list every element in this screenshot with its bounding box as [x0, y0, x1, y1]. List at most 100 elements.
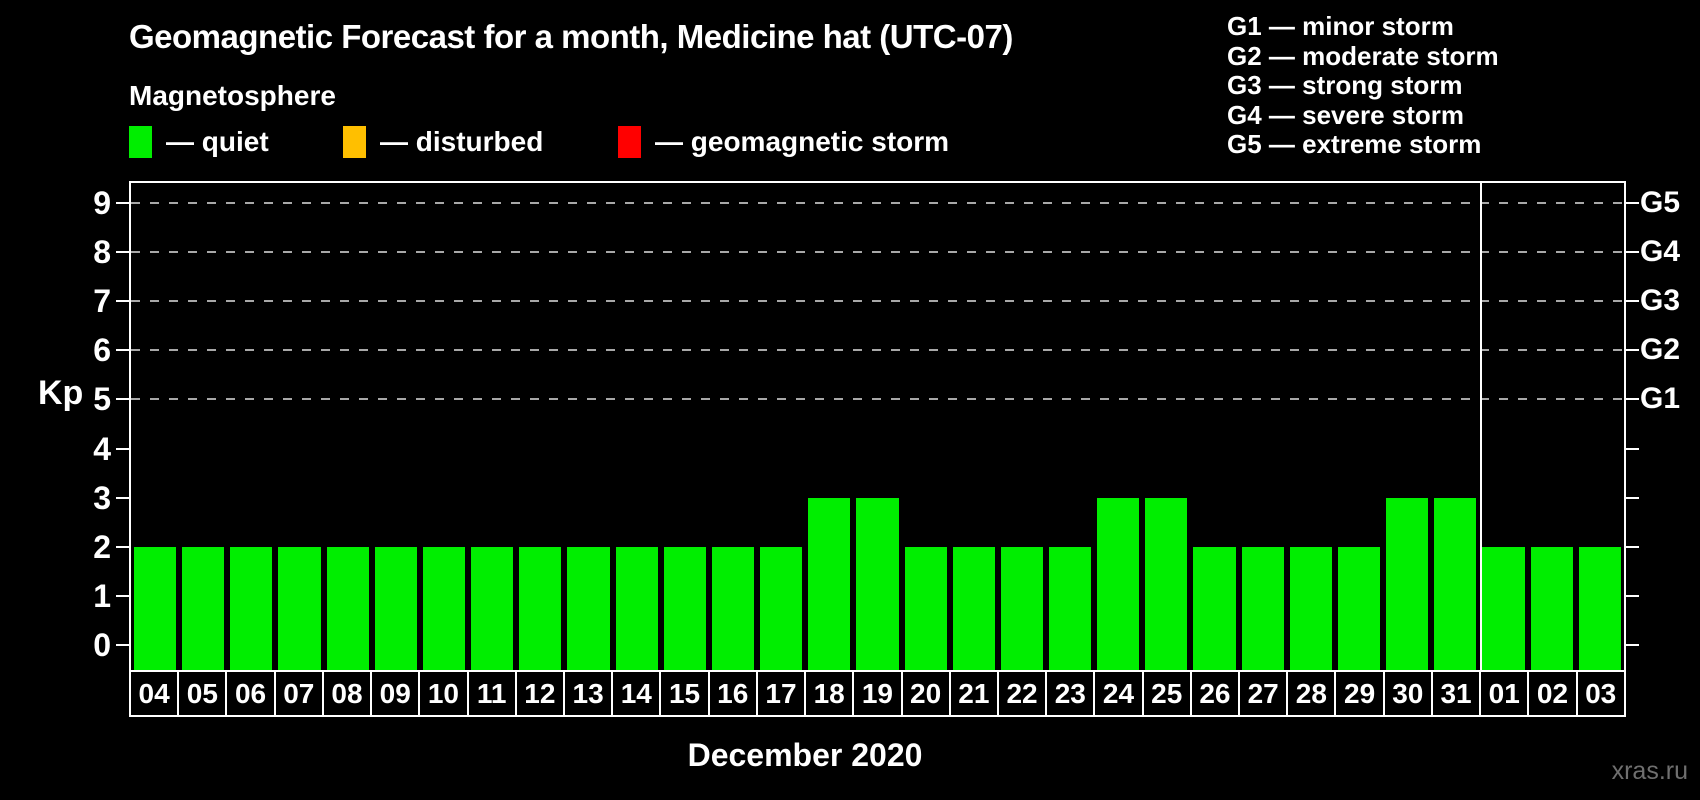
bar-slot-27	[1239, 183, 1287, 670]
kp-bar-day-05	[182, 547, 225, 670]
kp-bar-day-04	[134, 547, 177, 670]
day-label: 05	[177, 670, 228, 717]
kp-axis-tick	[116, 496, 129, 499]
kp-bar-day-31	[1434, 497, 1477, 670]
day-label: 08	[321, 670, 373, 717]
kp-axis-tick	[116, 398, 129, 401]
day-label: 24	[1093, 670, 1144, 717]
legend-disturbed-label: — disturbed	[380, 126, 544, 157]
g-level-label-g5: G5	[1640, 185, 1681, 219]
bar-slot-02	[1528, 183, 1576, 670]
g-scale-line-g4: G4 — severe storm	[1227, 99, 1465, 130]
kp-tick-label: 5	[93, 381, 111, 418]
kp-axis-tick	[116, 595, 129, 598]
bar-slot-01	[1479, 183, 1527, 670]
kp-bar-day-19	[856, 497, 899, 670]
g-axis-tick	[1626, 546, 1639, 549]
g-scale-line-g5: G5 — extreme storm	[1227, 129, 1482, 159]
day-label: 17	[755, 670, 807, 717]
kp-axis-tick	[116, 546, 129, 549]
bar-slot-19	[853, 183, 901, 670]
day-label: 16	[707, 670, 758, 717]
kp-bar-day-18	[808, 497, 851, 670]
bar-slot-15	[661, 183, 709, 670]
watermark: xras.ru	[1611, 757, 1688, 785]
bar-slot-09	[372, 183, 420, 670]
kp-axis-tick	[116, 250, 129, 253]
g-level-label-g3: G3	[1640, 284, 1681, 318]
day-label: 28	[1286, 670, 1337, 717]
day-label: 18	[804, 670, 855, 717]
kp-bar-day-26	[1193, 547, 1236, 670]
day-label: 04	[129, 670, 180, 717]
bar-slot-04	[131, 183, 179, 670]
g-level-label-g2: G2	[1640, 333, 1681, 367]
kp-bar-day-02	[1530, 547, 1573, 670]
gridline-kp9	[131, 201, 1624, 204]
day-label: 19	[852, 670, 903, 717]
bar-slot-29	[1335, 183, 1383, 670]
kp-tick-label: 8	[93, 233, 111, 270]
g-axis-tick	[1626, 201, 1639, 204]
g-axis-tick	[1626, 644, 1639, 647]
kp-bar-day-03	[1578, 547, 1621, 670]
bars-layer	[131, 183, 1624, 670]
legend-item-storm: — geomagnetic storm	[618, 126, 949, 158]
bar-slot-30	[1383, 183, 1431, 670]
bar-slot-20	[902, 183, 950, 670]
bar-slot-31	[1431, 183, 1479, 670]
kp-bar-day-28	[1289, 547, 1332, 670]
bar-slot-26	[1190, 183, 1238, 670]
kp-bar-day-27	[1241, 547, 1284, 670]
gridline-kp5	[131, 398, 1624, 401]
g-scale-line-g2: G2 — moderate storm	[1227, 40, 1499, 71]
disturbed-color-swatch	[343, 126, 366, 158]
bar-slot-11	[468, 183, 516, 670]
storm-color-swatch	[618, 126, 641, 158]
gridline-kp6	[131, 349, 1624, 352]
day-label: 13	[562, 670, 614, 717]
bar-slot-24	[1094, 183, 1142, 670]
bar-slot-22	[998, 183, 1046, 670]
day-label: 15	[659, 670, 710, 717]
day-label: 06	[225, 670, 276, 717]
gridline-kp7	[131, 300, 1624, 303]
g-scale-line-g3: G3 — strong storm	[1227, 70, 1463, 100]
bar-slot-06	[227, 183, 275, 670]
g-axis-tick	[1626, 300, 1639, 303]
kp-bar-day-16	[711, 547, 755, 670]
legend-storm-label: — geomagnetic storm	[655, 126, 950, 157]
bar-slot-23	[1046, 183, 1094, 670]
g-level-label-g1: G1	[1640, 382, 1681, 416]
kp-tick-label: 7	[93, 283, 111, 320]
kp-bar-day-22	[1000, 547, 1043, 670]
kp-bar-day-12	[519, 547, 562, 670]
kp-bar-day-23	[1048, 547, 1092, 670]
bar-slot-10	[420, 183, 468, 670]
kp-axis-tick	[116, 644, 129, 647]
kp-tick-label: 3	[93, 479, 111, 516]
day-label: 29	[1334, 670, 1385, 717]
bar-slot-14	[613, 183, 661, 670]
day-label: 10	[418, 670, 469, 717]
kp-tick-label: 1	[93, 578, 111, 615]
legend-item-quiet: — quiet	[129, 126, 269, 158]
bar-slot-07	[275, 183, 323, 670]
kp-bar-day-15	[663, 547, 706, 670]
g-axis-tick	[1626, 496, 1639, 499]
quiet-color-swatch	[129, 126, 152, 158]
kp-bar-day-24	[1097, 497, 1140, 670]
kp-tick-label: 2	[93, 529, 111, 566]
bar-slot-18	[805, 183, 853, 670]
bar-slot-16	[709, 183, 757, 670]
kp-tick-label: 0	[93, 627, 111, 664]
g-axis-tick	[1626, 447, 1639, 450]
day-label: 21	[948, 670, 999, 717]
g-axis-tick	[1626, 398, 1639, 401]
kp-bar-day-06	[230, 547, 273, 670]
g-axis-tick	[1626, 250, 1639, 253]
kp-bar-day-07	[278, 547, 321, 670]
bar-slot-05	[179, 183, 227, 670]
kp-bar-day-01	[1482, 547, 1525, 670]
